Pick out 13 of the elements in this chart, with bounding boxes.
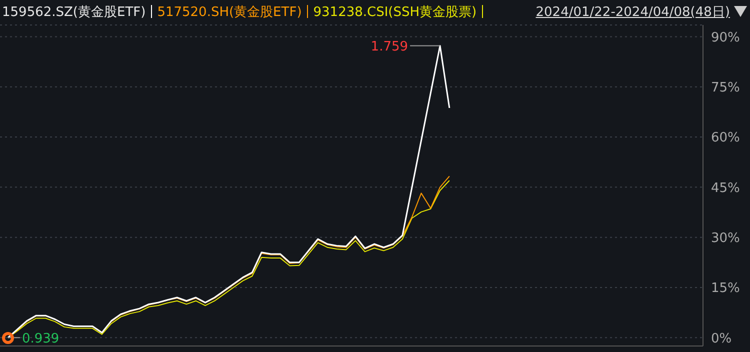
- annotation: 1.759: [370, 40, 408, 55]
- annotation: 0.939: [22, 332, 60, 347]
- legend-label: 931238.CSI(SSH黄金股票): [313, 5, 477, 20]
- y-tick-label: 60%: [711, 130, 740, 146]
- y-tick-label: 90%: [711, 30, 740, 46]
- legend-label: 159562.SZ(黄金股ETF): [2, 5, 146, 20]
- y-tick-label: 0%: [711, 331, 732, 346]
- y-tick-label: 15%: [711, 281, 740, 296]
- y-tick-label: 30%: [711, 230, 740, 246]
- legend-label: 517520.SH(黄金股ETF): [157, 5, 302, 20]
- y-tick-label: 45%: [711, 180, 740, 196]
- chart-subtitle: 2024/01/22-2024/04/08(48日): [536, 4, 730, 21]
- y-tick-label: 75%: [711, 80, 740, 96]
